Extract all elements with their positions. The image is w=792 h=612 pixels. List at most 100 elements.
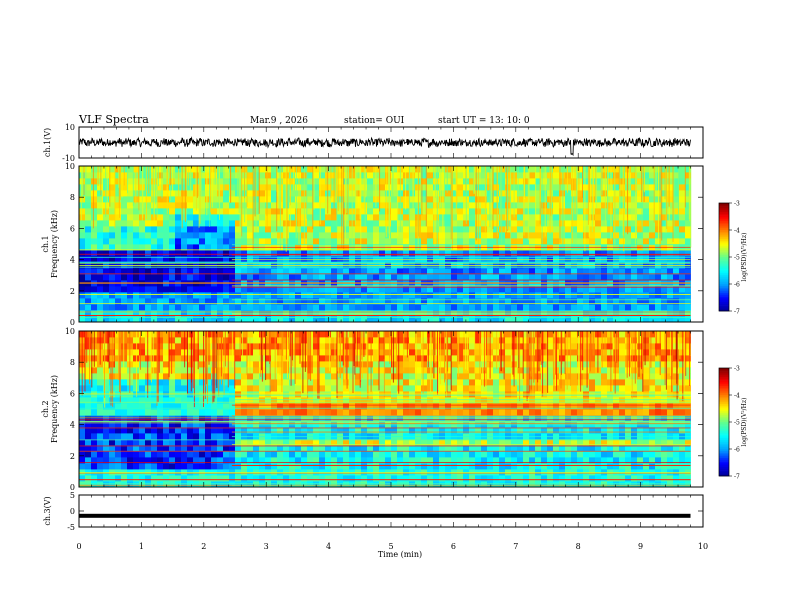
spectrogram-cell <box>199 463 206 470</box>
spectrogram-cell <box>685 250 691 257</box>
spectrogram-cell <box>283 421 290 428</box>
spectrogram-cell <box>217 421 224 428</box>
spectrogram-cell <box>151 250 158 257</box>
spectrogram-cell <box>433 439 440 446</box>
spectrogram-cell <box>415 457 422 464</box>
spectrogram-cell <box>553 310 560 317</box>
spectrogram-cell <box>625 226 632 233</box>
spectrogram-cell <box>607 166 614 173</box>
spectrogram-cell <box>685 316 691 323</box>
spectrogram-cell <box>229 226 236 233</box>
spectrogram-cell <box>523 190 530 197</box>
spectrogram-cell <box>199 244 206 251</box>
spectrogram-cell <box>607 310 614 317</box>
spectrogram-cell <box>373 292 380 299</box>
spectrogram-cell <box>469 349 476 356</box>
spectrogram-cell <box>343 481 350 488</box>
spectrogram-cell <box>439 196 446 203</box>
spectrogram-cell <box>301 361 308 368</box>
spectrogram-cell <box>511 316 518 323</box>
spectrogram-cell <box>289 190 296 197</box>
spectrogram-cell <box>79 316 86 323</box>
spectrogram-cell <box>403 451 410 458</box>
spectrogram-cell <box>229 475 236 482</box>
spectrogram-cell <box>139 463 146 470</box>
spectrogram-cell <box>127 202 134 209</box>
narrowband-line <box>79 266 691 268</box>
spectrogram-cell <box>139 385 146 392</box>
spectrogram-cell <box>211 232 218 239</box>
spectrogram-cell <box>385 220 392 227</box>
spectrogram-cell <box>103 310 110 317</box>
spectrogram-cell <box>367 445 374 452</box>
spectrogram-cell <box>325 220 332 227</box>
spectrogram-cell <box>583 220 590 227</box>
spectrogram-cell <box>199 481 206 488</box>
spectrogram-cell <box>433 184 440 191</box>
spectrogram-cell <box>649 214 656 221</box>
spectrogram-cell <box>367 475 374 482</box>
spectrogram-cell <box>319 268 326 275</box>
spectrogram-cell <box>601 196 608 203</box>
spectrogram-cell <box>457 190 464 197</box>
spectrogram-cell <box>679 172 686 179</box>
spectrogram-cell <box>319 355 326 362</box>
spectrogram-cell <box>493 214 500 221</box>
spectrogram-cell <box>295 184 302 191</box>
spectrogram-cell <box>445 337 452 344</box>
spectrogram-cell <box>403 190 410 197</box>
spectrogram-cell <box>367 421 374 428</box>
spectrogram-cell <box>337 457 344 464</box>
spectrogram-cell <box>595 208 602 215</box>
spectrogram-cell <box>361 373 368 380</box>
spectrogram-cell <box>421 361 428 368</box>
spectrogram-cell <box>553 202 560 209</box>
spectrogram-cell <box>391 439 398 446</box>
sferic-streak <box>595 166 597 201</box>
spectrogram-cell <box>487 463 494 470</box>
spectrogram-cell <box>271 349 278 356</box>
spectrogram-cell <box>397 367 404 374</box>
spectrogram-cell <box>619 220 626 227</box>
sferic-streak <box>238 166 240 213</box>
spectrogram-cell <box>79 445 86 452</box>
spectrogram-cell <box>445 238 452 245</box>
spectrogram-cell <box>301 286 308 293</box>
spectrogram-cell <box>673 184 680 191</box>
spectrogram-cell <box>655 250 662 257</box>
spectrogram-cell <box>631 214 638 221</box>
spectrogram-cell <box>373 298 380 305</box>
sferic-streak <box>477 166 479 251</box>
spectrogram-cell <box>169 427 176 434</box>
spectrogram-cell <box>127 445 134 452</box>
spectrogram-cell <box>427 208 434 215</box>
spectrogram-cell <box>217 457 224 464</box>
spectrogram-cell <box>241 274 248 281</box>
spectrogram-cell <box>259 445 266 452</box>
spectrogram-cell <box>391 373 398 380</box>
spectrogram-cell <box>601 178 608 185</box>
spectrogram-cell <box>475 475 482 482</box>
spectrogram-cell <box>247 196 254 203</box>
spectrogram-cell <box>289 208 296 215</box>
spectrogram-cell <box>373 337 380 344</box>
spectrogram-cell <box>529 172 536 179</box>
spectrogram-cell <box>253 274 260 281</box>
spectrogram-cell <box>277 439 284 446</box>
spectrogram-cell <box>133 256 140 263</box>
narrowband-line <box>79 303 691 304</box>
spectrogram-cell <box>661 250 668 257</box>
spectrogram-cell <box>613 304 620 311</box>
spectrogram-cell <box>493 403 500 410</box>
spectrogram-cell <box>133 397 140 404</box>
spectrogram-cell <box>589 274 596 281</box>
spectrogram-cell <box>199 409 206 416</box>
spectrogram-cell <box>331 421 338 428</box>
spectrogram-cell <box>121 385 128 392</box>
spectrogram-cell <box>601 190 608 197</box>
spectrogram-cell <box>223 457 230 464</box>
spectrogram-cell <box>601 268 608 275</box>
sferic-streak <box>490 166 492 231</box>
spectrogram-cell <box>319 208 326 215</box>
sferic-streak <box>198 166 200 228</box>
